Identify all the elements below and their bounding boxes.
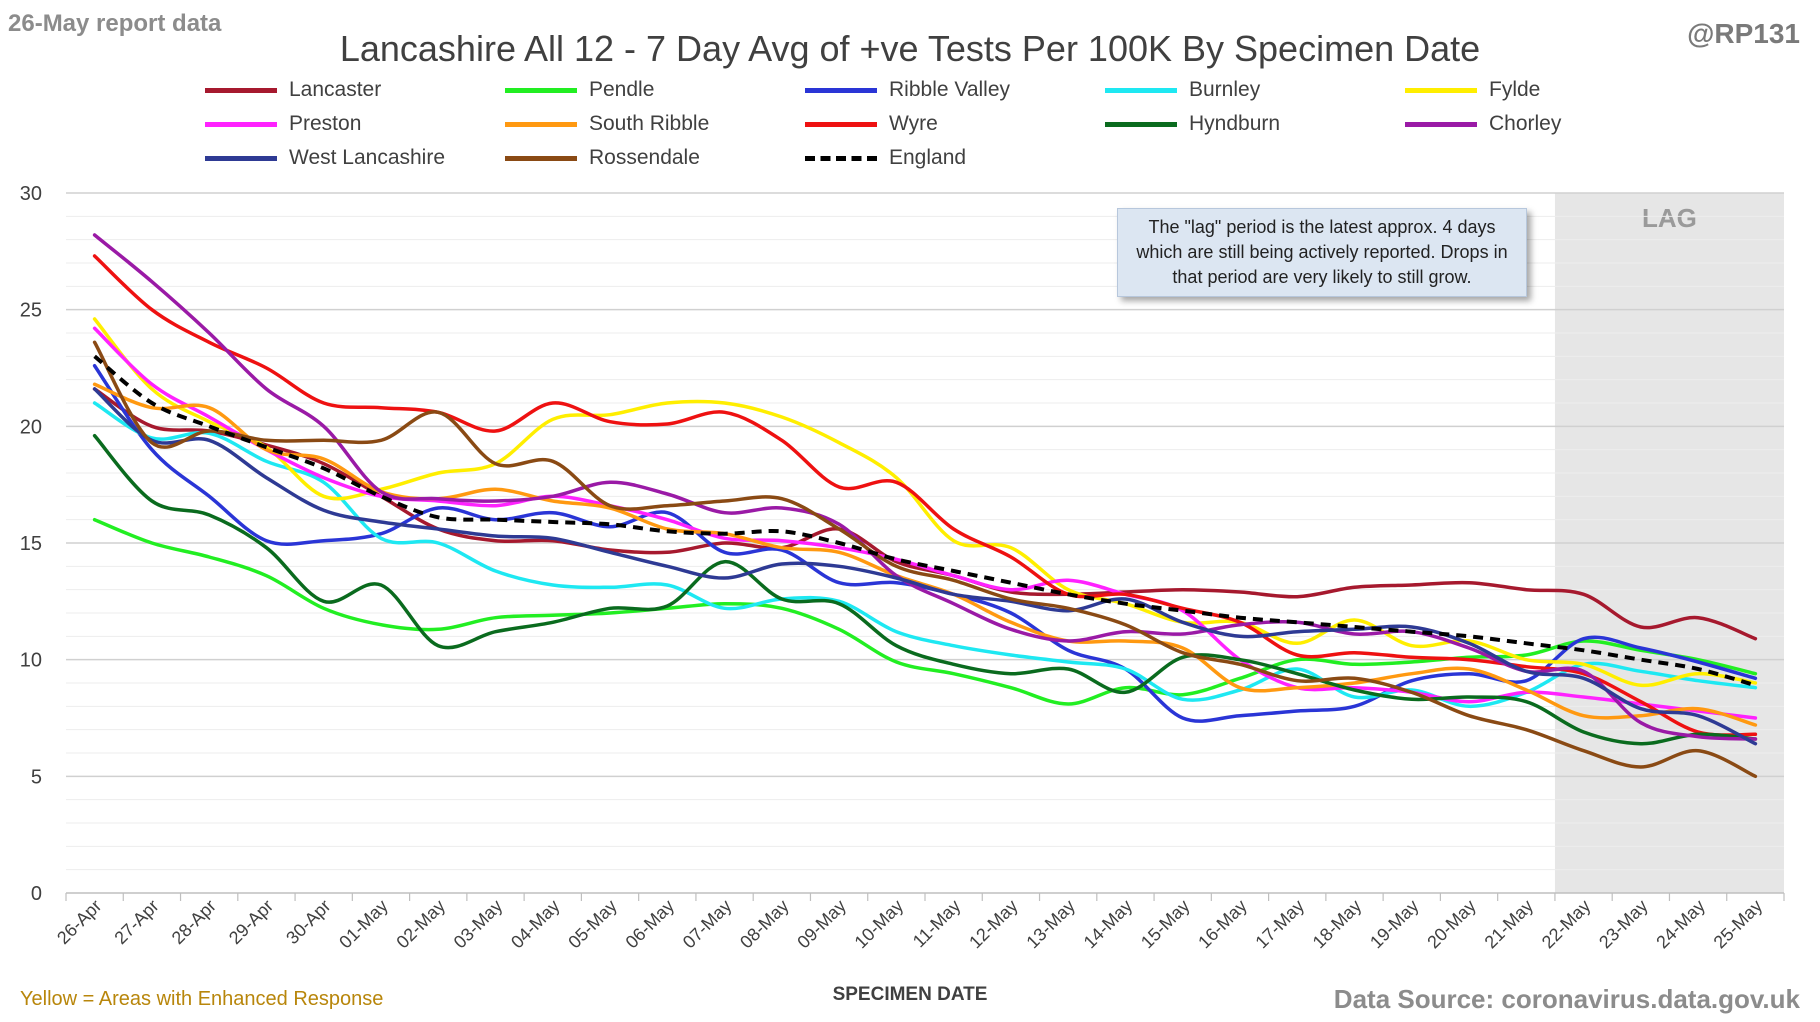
legend-item: West Lancashire	[205, 146, 445, 170]
legend-swatch	[1105, 121, 1177, 127]
legend-item: Burnley	[1105, 78, 1260, 102]
legend-label: Hyndburn	[1189, 112, 1281, 135]
series-line-south-ribble	[92, 382, 1758, 727]
y-tick-label: 15	[20, 533, 42, 555]
legend-swatch	[205, 121, 277, 127]
legend-swatch	[805, 155, 877, 161]
legend-label: Lancaster	[289, 78, 382, 101]
series-line-pendle	[92, 517, 1758, 706]
legend-swatch	[805, 87, 877, 93]
y-tick-label: 25	[20, 300, 42, 322]
lag-label: LAG	[1642, 203, 1697, 233]
x-tick-label: 18-May	[1309, 896, 1366, 953]
x-tick-label: 12-May	[965, 896, 1022, 953]
data-source-label: Data Source: coronavirus.data.gov.uk	[1333, 984, 1800, 1014]
legend-swatch	[1405, 87, 1477, 93]
x-tick-label: 03-May	[450, 896, 507, 953]
series-line-fylde	[92, 317, 1758, 688]
x-tick-label: 11-May	[909, 896, 965, 952]
legend-label: England	[889, 146, 967, 169]
x-tick-label: 01-May	[335, 896, 392, 953]
legend-label: Ribble Valley	[889, 78, 1011, 101]
x-tick-label: 04-May	[507, 896, 564, 953]
x-tick-label: 23-May	[1595, 896, 1652, 953]
y-tick-label: 0	[31, 883, 42, 905]
report-date-label: 26-May report data	[8, 10, 222, 37]
y-tick-label: 10	[20, 650, 42, 672]
legend-swatch	[1405, 121, 1477, 127]
x-tick-label: 10-May	[851, 896, 908, 953]
series-line-wyre	[92, 254, 1758, 737]
series-line-england	[93, 354, 1756, 688]
legend-item: Hyndburn	[1105, 112, 1280, 136]
legend-item: Rossendale	[505, 146, 700, 170]
y-tick-label: 30	[20, 183, 42, 205]
legend-item: Chorley	[1405, 112, 1561, 136]
legend-item: Lancaster	[205, 78, 381, 102]
legend-label: Burnley	[1189, 78, 1261, 101]
x-tick-label: 28-Apr	[168, 896, 220, 948]
legend-label: Wyre	[889, 112, 938, 135]
author-handle: @RP131	[1687, 18, 1800, 49]
x-axis-label: SPECIMEN DATE	[832, 984, 988, 1005]
chart-title: Lancashire All 12 - 7 Day Avg of +ve Tes…	[339, 28, 1481, 69]
legend-label: Chorley	[1489, 112, 1562, 135]
x-tick-label: 26-Apr	[53, 896, 105, 948]
x-tick-label: 27-Apr	[110, 896, 162, 948]
legend-swatch	[1105, 87, 1177, 93]
legend-item: Wyre	[805, 112, 938, 136]
legend-label: Preston	[289, 112, 362, 135]
legend-item: Preston	[205, 112, 361, 136]
legend-swatch	[805, 121, 877, 127]
x-tick-label: 09-May	[793, 896, 850, 953]
legend-label: South Ribble	[589, 112, 710, 135]
legend-swatch	[205, 87, 277, 93]
lag-note-box: The "lag" period is the latest approx. 4…	[1117, 208, 1527, 297]
legend-swatch	[505, 155, 577, 161]
x-tick-label: 24-May	[1652, 896, 1709, 953]
x-tick-label: 22-May	[1538, 896, 1595, 953]
legend-item: South Ribble	[505, 112, 709, 136]
x-tick-label: 19-May	[1366, 896, 1423, 953]
legend-swatch	[505, 87, 577, 93]
legend-label: Fylde	[1489, 78, 1541, 101]
x-tick-label: 16-May	[1194, 896, 1251, 953]
x-tick-label: 02-May	[392, 896, 449, 953]
legend-item: Ribble Valley	[805, 78, 1010, 102]
enhanced-response-note: Yellow = Areas with Enhanced Response	[20, 988, 384, 1010]
series-line-burnley	[92, 401, 1758, 709]
x-tick-label: 13-May	[1022, 896, 1079, 953]
x-tick-label: 08-May	[736, 896, 793, 953]
x-tick-label: 05-May	[564, 896, 621, 953]
x-tick-label: 06-May	[622, 896, 679, 953]
x-tick-label: 30-Apr	[282, 896, 334, 948]
x-tick-label: 17-May	[1251, 896, 1308, 953]
legend-swatch	[205, 155, 277, 161]
x-tick-label: 14-May	[1080, 896, 1137, 953]
x-tick-label: 15-May	[1137, 896, 1194, 953]
x-tick-label: 07-May	[679, 896, 736, 953]
x-tick-label: 20-May	[1423, 896, 1480, 953]
x-tick-label: 25-May	[1710, 896, 1767, 953]
series-line-hyndburn	[92, 433, 1758, 746]
legend-swatch	[505, 121, 577, 127]
series-line-rossendale	[92, 340, 1758, 779]
legend-label: Rossendale	[589, 146, 700, 169]
legend-item: England	[805, 146, 966, 170]
legend-label: Pendle	[589, 78, 655, 101]
legend-item: Fylde	[1405, 78, 1540, 102]
x-tick-label: 29-Apr	[225, 896, 277, 948]
legend-label: West Lancashire	[289, 146, 446, 169]
series-line-west-lancashire	[92, 387, 1758, 746]
y-tick-label: 5	[31, 766, 42, 788]
y-tick-label: 20	[20, 416, 42, 438]
x-tick-label: 21-May	[1481, 896, 1538, 953]
legend-item: Pendle	[505, 78, 654, 102]
